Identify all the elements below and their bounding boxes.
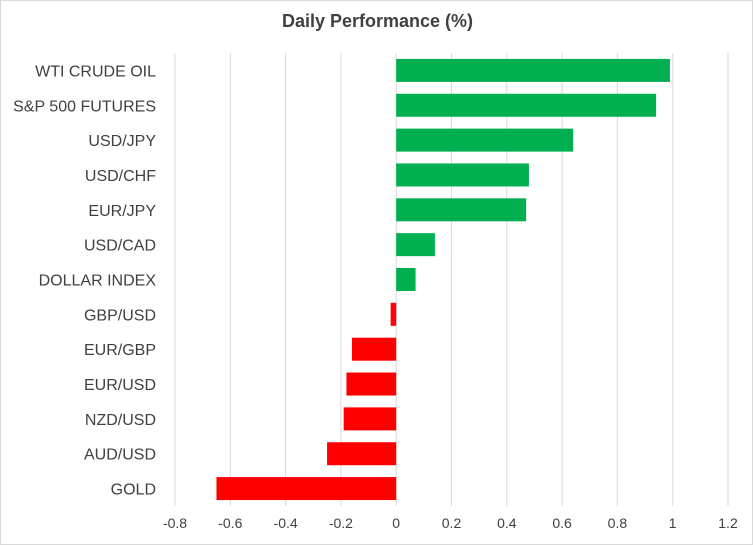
chart-title: Daily Performance (%) <box>281 11 474 31</box>
category-label: USD/CAD <box>84 238 156 255</box>
bar <box>327 442 397 466</box>
bar <box>396 233 435 257</box>
category-label: EUR/JPY <box>88 203 156 220</box>
x-tick-label: -0.4 <box>274 515 298 531</box>
x-tick-label: 1 <box>669 515 677 531</box>
category-label: GOLD <box>111 482 156 499</box>
bars <box>216 58 670 501</box>
bar <box>396 163 529 187</box>
bar <box>390 302 397 326</box>
bar <box>346 372 397 396</box>
bar <box>396 58 670 82</box>
bar <box>343 407 397 431</box>
category-label: EUR/GBP <box>84 342 156 359</box>
bar <box>216 477 397 501</box>
x-tick-label: 0.2 <box>442 515 462 531</box>
category-label: DOLLAR INDEX <box>39 273 157 290</box>
x-tick-label: 0.8 <box>608 515 628 531</box>
bar <box>396 93 657 117</box>
category-label: EUR/USD <box>84 377 156 394</box>
category-label: AUD/USD <box>84 447 156 464</box>
bar <box>396 198 527 222</box>
x-tick-labels: -0.8 -0.6 -0.4 -0.2 0 0.2 0.4 0.6 0.8 1 1.2 <box>163 515 738 531</box>
bar <box>396 128 574 152</box>
bar <box>351 337 397 361</box>
category-labels: WTI CRUDE OIL S&P 500 FUTURES USD/JPY USD/C… <box>13 63 156 498</box>
x-tick-label: 0.6 <box>552 515 572 531</box>
category-label: GBP/USD <box>84 307 156 324</box>
category-label: USD/CHF <box>85 168 156 185</box>
gridlines <box>174 53 729 506</box>
x-tick-label: -0.2 <box>329 515 353 531</box>
category-label: USD/JPY <box>88 133 156 150</box>
category-label: NZD/USD <box>85 412 156 429</box>
category-label: WTI CRUDE OIL <box>35 63 156 80</box>
x-tick-label: 1.2 <box>718 515 738 531</box>
x-tick-label: -0.6 <box>218 515 242 531</box>
x-tick-label: 0 <box>392 515 400 531</box>
x-tick-label: -0.8 <box>163 515 187 531</box>
category-label: S&P 500 FUTURES <box>13 98 156 115</box>
bar <box>396 268 416 291</box>
x-tick-label: 0.4 <box>497 515 517 531</box>
